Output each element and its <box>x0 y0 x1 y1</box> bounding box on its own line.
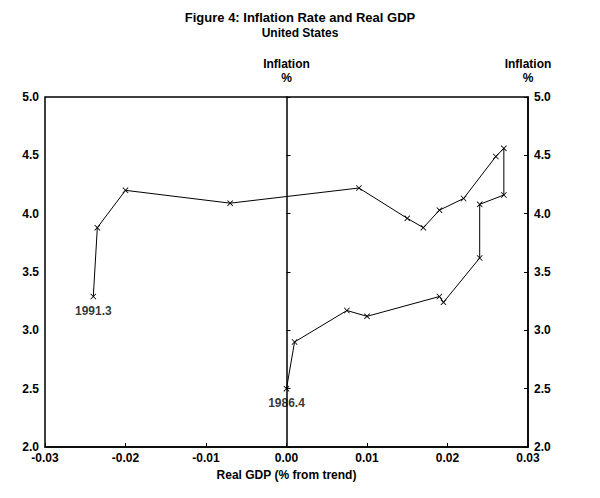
svg-text:Inflation: Inflation <box>505 57 552 71</box>
svg-text:%: % <box>281 71 292 85</box>
svg-text:2.5: 2.5 <box>22 382 39 396</box>
svg-text:3.5: 3.5 <box>534 265 551 279</box>
svg-text:2.0: 2.0 <box>22 440 39 454</box>
svg-text:1986.4: 1986.4 <box>268 396 305 410</box>
svg-text:3.0: 3.0 <box>534 323 551 337</box>
svg-text:%: % <box>523 71 534 85</box>
svg-text:2.0: 2.0 <box>534 440 551 454</box>
svg-text:4.5: 4.5 <box>534 148 551 162</box>
svg-text:2.5: 2.5 <box>534 382 551 396</box>
svg-text:-0.01: -0.01 <box>192 451 220 465</box>
svg-text:Figure 4: Inflation Rate and R: Figure 4: Inflation Rate and Real GDP <box>185 10 416 25</box>
svg-text:5.0: 5.0 <box>22 90 39 104</box>
svg-text:0.03: 0.03 <box>516 451 540 465</box>
svg-text:0.01: 0.01 <box>355 451 379 465</box>
svg-text:Inflation: Inflation <box>263 57 310 71</box>
svg-text:4.5: 4.5 <box>22 148 39 162</box>
svg-text:-0.02: -0.02 <box>112 451 140 465</box>
svg-text:5.0: 5.0 <box>534 90 551 104</box>
svg-text:-0.03: -0.03 <box>31 451 59 465</box>
svg-text:0.00: 0.00 <box>275 451 299 465</box>
svg-text:3.0: 3.0 <box>22 323 39 337</box>
svg-text:United States: United States <box>262 26 339 40</box>
svg-text:Real GDP (% from trend): Real GDP (% from trend) <box>217 468 357 482</box>
svg-text:4.0: 4.0 <box>22 207 39 221</box>
svg-text:4.0: 4.0 <box>534 207 551 221</box>
svg-text:0.02: 0.02 <box>436 451 460 465</box>
svg-text:3.5: 3.5 <box>22 265 39 279</box>
svg-text:1991.3: 1991.3 <box>75 304 112 318</box>
